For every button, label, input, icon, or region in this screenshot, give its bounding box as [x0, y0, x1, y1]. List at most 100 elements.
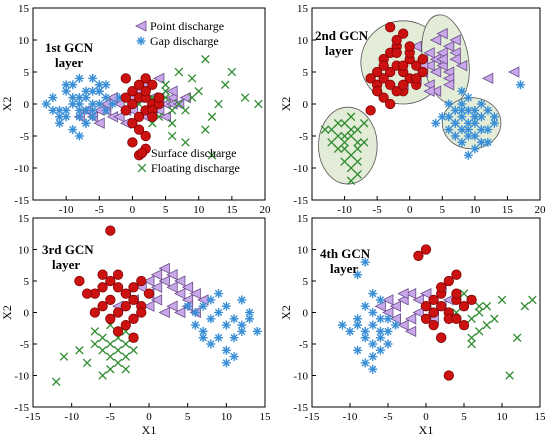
floating-point [520, 301, 530, 311]
x-axis-label: X1 [419, 423, 434, 437]
y-tick-label: 15 [297, 3, 309, 15]
gap-point [444, 125, 454, 135]
gap-point [221, 301, 231, 311]
surface-point [458, 319, 470, 331]
y-tick-label: 10 [297, 245, 309, 257]
gap-point [206, 295, 216, 305]
point-discharge-point [404, 313, 417, 325]
gap-point [353, 270, 363, 280]
surface-point [451, 269, 462, 280]
gap-point [457, 86, 467, 96]
y-tick-label: 10 [18, 245, 30, 257]
point-discharge-point [436, 53, 448, 65]
floating-point [346, 125, 356, 134]
point-discharge-point [389, 300, 402, 312]
surface-point [133, 124, 145, 135]
gap-point [383, 339, 393, 349]
surface-point [112, 282, 124, 293]
x-tick-label: -5 [373, 204, 383, 216]
surface-point [81, 288, 93, 299]
floating-point [353, 170, 362, 179]
point-discharge-point [166, 85, 178, 97]
x-tick-label: 0 [146, 411, 152, 423]
gap-point [360, 358, 370, 368]
gap-point [61, 112, 71, 122]
surface-point [404, 41, 415, 52]
surface-point [385, 22, 396, 33]
floating-point [90, 327, 100, 336]
y-tick-label: -15 [14, 402, 29, 414]
surface-point [127, 86, 138, 97]
surface-point [365, 105, 376, 116]
surface-point [133, 111, 145, 122]
surface-point [140, 73, 151, 84]
surface-point [428, 319, 439, 331]
plot-frame [32, 217, 266, 408]
point-discharge-point [420, 287, 432, 300]
surface-point [436, 301, 447, 312]
y-tick-label: -10 [14, 163, 29, 175]
floating-point [187, 74, 197, 83]
floating-point [474, 301, 484, 311]
gap-point [68, 93, 78, 103]
point-discharge-point [423, 85, 435, 97]
surface-point [398, 79, 409, 90]
surface-point [120, 301, 131, 312]
floating-point [82, 358, 92, 368]
floating-point [346, 112, 356, 122]
floating-point [75, 346, 84, 355]
x-tick-label: -10 [343, 411, 358, 423]
surface-point [451, 313, 462, 324]
surface-point [428, 307, 439, 318]
gap-point [383, 326, 393, 336]
surface-point [112, 326, 124, 337]
gap-point [353, 320, 363, 330]
gap-point [190, 320, 200, 330]
floating-point [482, 301, 492, 311]
gap-point [237, 320, 247, 330]
surface-point [128, 332, 139, 343]
legend-label: Point discharge [150, 19, 224, 33]
surface-point [127, 137, 138, 148]
surface-point [153, 92, 165, 103]
floating-point [113, 346, 123, 355]
x-tick-label: 15 [535, 411, 547, 423]
point-discharge-point [397, 319, 409, 331]
surface-point [120, 105, 131, 116]
gap-point [463, 131, 473, 141]
surface-point [105, 225, 116, 236]
gap-point [252, 326, 262, 336]
gap-point [457, 137, 467, 147]
point-discharge-point [412, 294, 424, 306]
surface-point [413, 250, 424, 261]
legend-item-gap: Gap discharge [136, 34, 219, 48]
floating-point [201, 54, 210, 64]
y-tick-label: 0 [24, 99, 30, 111]
floating-point [353, 125, 362, 134]
surface-point [391, 86, 402, 97]
floating-point [90, 339, 100, 349]
surface-point [378, 73, 389, 84]
surface-point [105, 313, 116, 324]
gap-point [360, 257, 370, 267]
point-discharge-point [174, 275, 186, 287]
point-discharge-point [189, 287, 201, 300]
gap-point [214, 333, 224, 343]
gap-point [48, 105, 58, 115]
surface-point [385, 98, 396, 110]
surface-point [443, 275, 454, 287]
point-discharge-point [181, 281, 194, 293]
floating-point [207, 112, 217, 122]
surface-point [112, 307, 124, 318]
floating-point [467, 339, 476, 349]
gap-point [515, 80, 525, 90]
gap-point [198, 333, 208, 343]
y-tick-label: 5 [24, 276, 30, 288]
floating-point [161, 80, 170, 90]
y-tick-label: -5 [299, 131, 309, 143]
surface-point [97, 269, 108, 280]
surface-point [436, 282, 447, 293]
gap-point [108, 99, 118, 109]
surface-point [140, 130, 151, 142]
